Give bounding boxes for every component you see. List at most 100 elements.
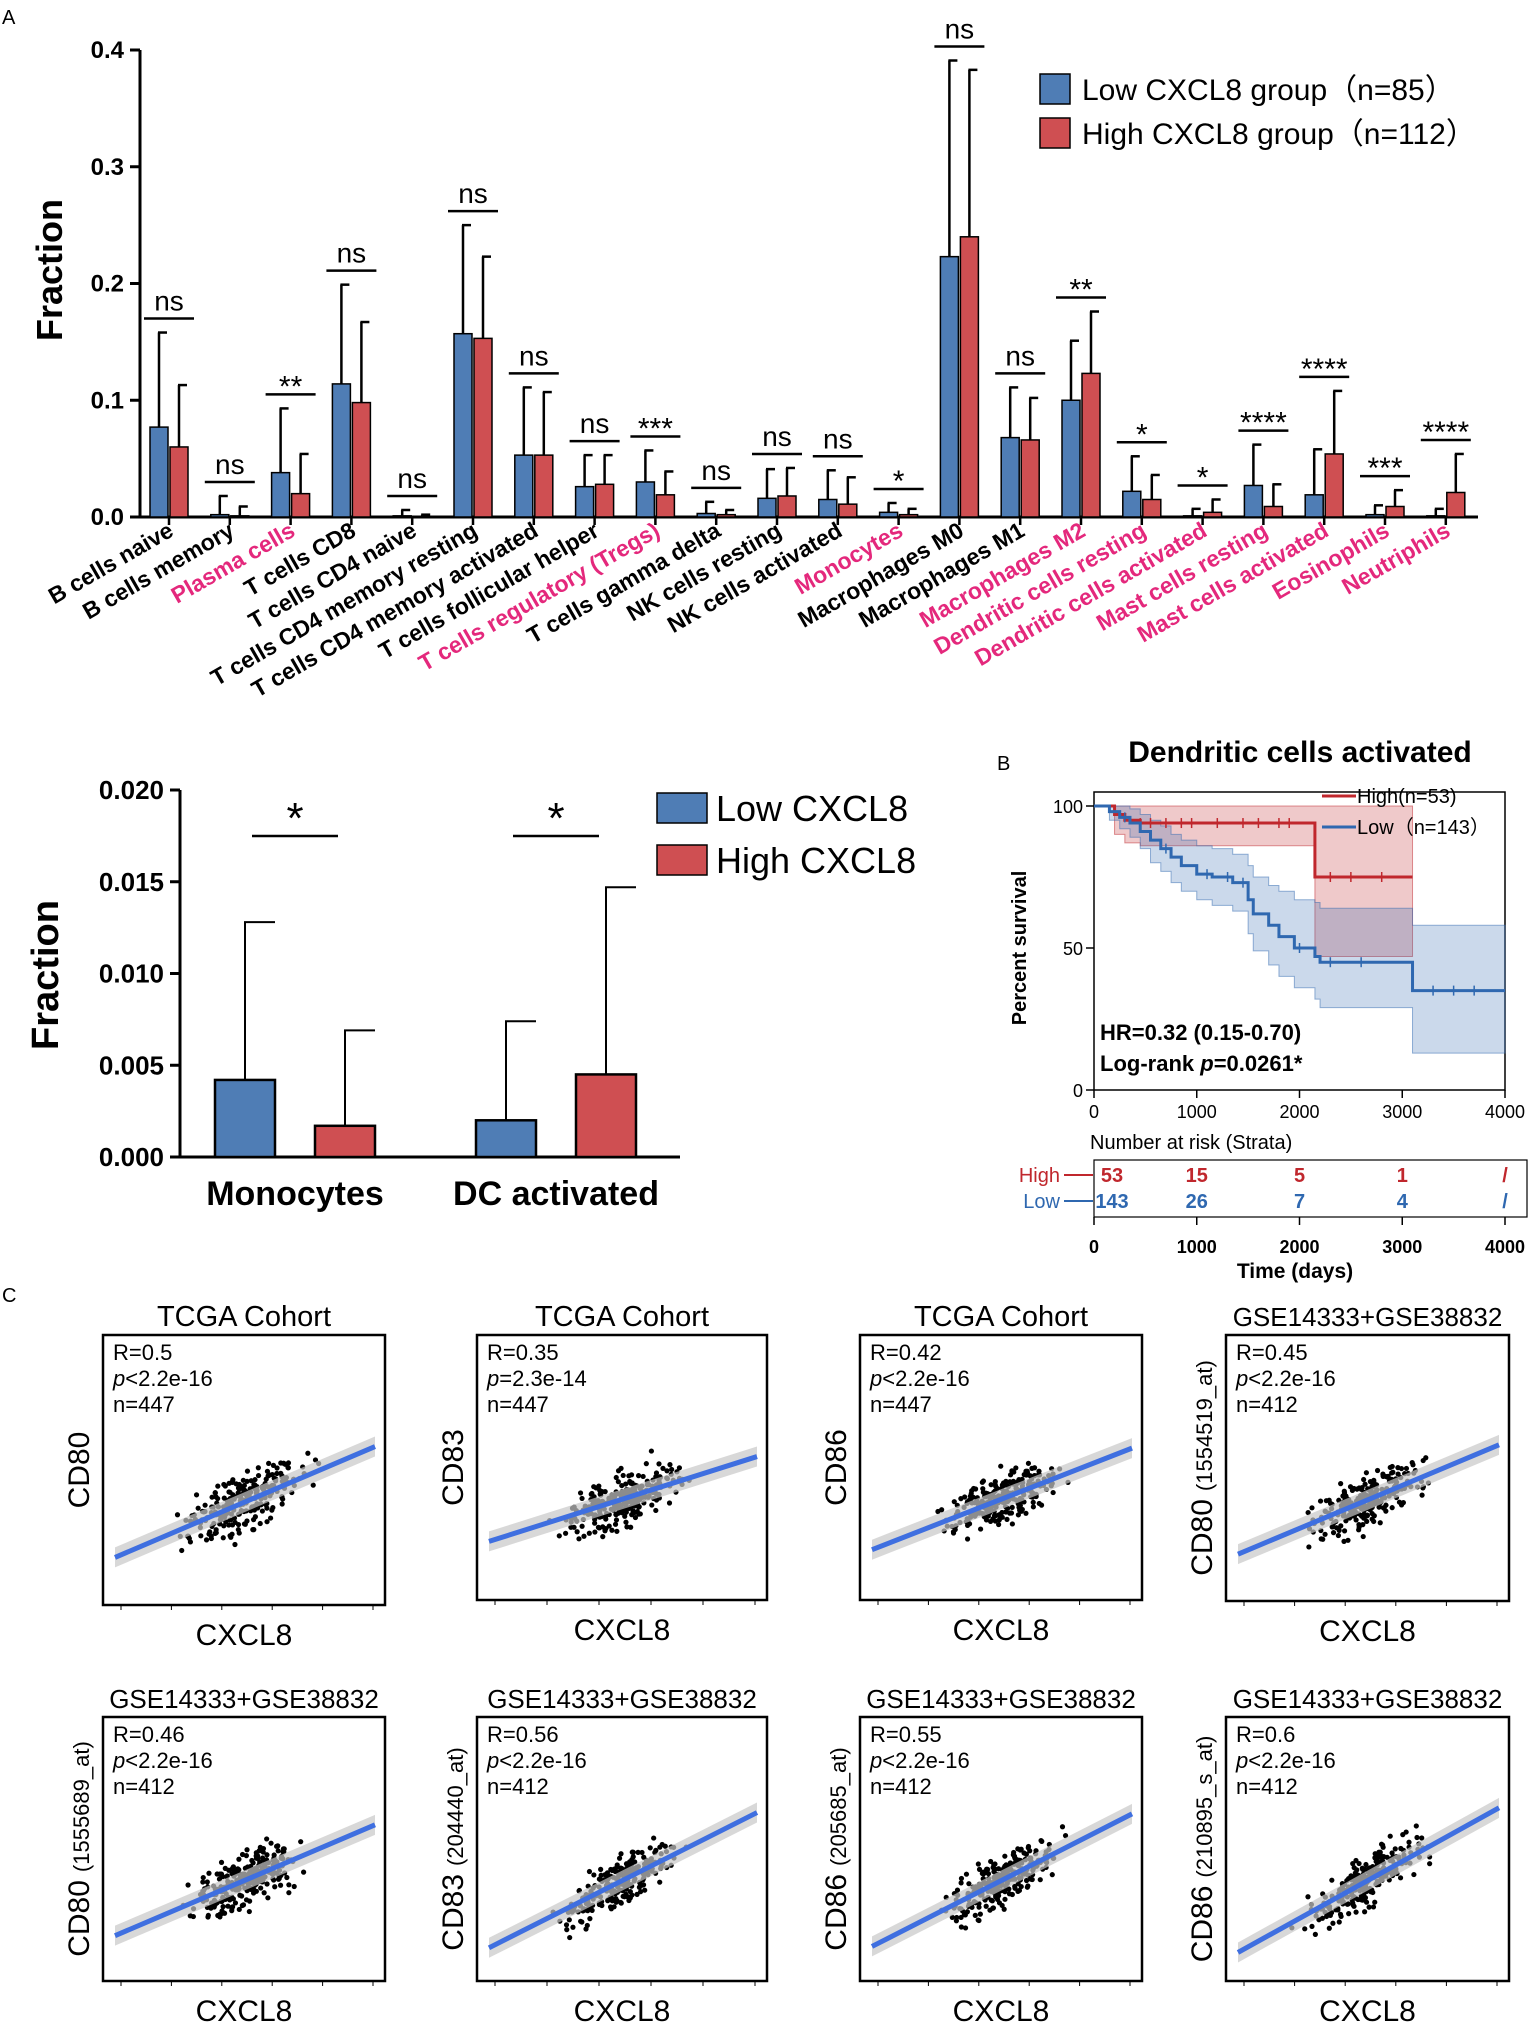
significance-label: ns [823,423,853,454]
data-point [200,1874,206,1881]
data-point [988,1858,994,1865]
significance-label: ns [701,455,731,486]
data-point [275,1843,281,1849]
data-point [1016,1476,1022,1483]
p-value: p<2.2e-16 [486,1748,587,1773]
data-point [209,1494,215,1500]
data-point [1341,1528,1348,1534]
data-point [212,1530,218,1537]
bar [757,497,777,518]
significance-label: ns [580,408,610,439]
data-point [952,1526,958,1533]
significance-label: **** [1240,407,1287,440]
significance-label: ns [1005,340,1035,371]
data-point [226,1522,232,1528]
data-point [1050,1489,1056,1496]
data-point [996,1521,1002,1528]
bar [290,492,311,518]
data-point [1413,1823,1419,1829]
data-point [1309,1923,1315,1929]
data-point [1030,1504,1036,1510]
data-point [232,1519,238,1526]
scatter-plot: GSE14333+GSE38832 R=0.6p<2.2e-16n=412 CXCL… [1186,1684,1511,2023]
risk-title: Number at risk (Strata) [1090,1132,1292,1154]
data-point [187,1539,194,1545]
data-point [1306,1544,1312,1550]
data-point [210,1903,216,1909]
data-point [1411,1871,1417,1878]
y-axis-gene: CD86 [820,1874,853,1951]
data-point [990,1516,996,1522]
data-point [250,1517,257,1523]
data-point [996,1900,1003,1906]
risk-count: 15 [1186,1165,1208,1187]
risk-count: 1 [1397,1165,1408,1187]
data-point [230,1867,237,1873]
data-point [282,1461,288,1467]
bar [1243,484,1264,518]
data-point [285,1465,291,1471]
bar [473,337,493,518]
data-point [1383,1473,1389,1480]
data-point [562,1530,569,1536]
data-point [246,1908,252,1915]
significance-label: ns [154,286,184,317]
data-point [587,1916,593,1922]
data-point [1037,1877,1043,1883]
data-point [939,1507,945,1513]
data-point [591,1872,597,1878]
significance-label: ns [337,238,367,269]
category-group: * Monocytes [206,794,384,1213]
data-point [596,1876,602,1882]
r-value: R=0.45 [1236,1340,1308,1365]
data-point [267,1515,274,1521]
p-rest: <2.2e-16 [1248,1366,1335,1391]
category-group: * DC activated [453,794,659,1213]
y-tick-label: 0.1 [91,387,124,414]
data-point [1396,1499,1403,1505]
n-value: n=412 [487,1774,549,1799]
scatter-content [870,1803,1134,1957]
data-point [229,1908,235,1914]
data-point [222,1865,228,1871]
data-point [616,1855,623,1861]
data-point [265,1895,271,1901]
legend-label: Low CXCL8 group（n=85） [1082,74,1455,107]
data-point [1029,1465,1035,1471]
data-point [1360,1866,1366,1872]
data-point [195,1505,201,1511]
data-point [222,1483,228,1489]
data-point [1038,1502,1045,1508]
significance-label: ** [1069,274,1093,307]
x-axis-label: CXCL8 [574,1995,671,2023]
bar [1142,498,1162,518]
data-point [1398,1465,1405,1472]
bar [1365,513,1385,518]
x-tick-label: 1000 [1177,1102,1217,1122]
data-point [969,1488,975,1494]
data-point [1360,1533,1366,1540]
data-point [264,1836,270,1842]
data-point [579,1919,585,1925]
data-point [252,1482,258,1488]
bar [777,495,797,518]
r-value: R=0.42 [870,1340,942,1365]
significance-label: ns [519,340,549,371]
y-axis-label: Fraction [25,900,67,1050]
x-tick-label-bottom: 1000 [1177,1237,1217,1257]
data-point [255,1465,261,1471]
data-point [236,1856,242,1862]
y-tick-label: 0.015 [99,867,164,897]
x-axis-label: CXCL8 [196,1995,293,2023]
fit-line [871,1445,1133,1553]
data-point [977,1911,983,1917]
data-point [275,1848,281,1854]
data-point [1380,1842,1386,1848]
data-point [274,1470,280,1477]
data-point [598,1866,604,1872]
r-value: R=0.5 [113,1340,172,1365]
bar [213,1078,277,1159]
data-point [1419,1835,1425,1841]
bar [351,401,372,518]
